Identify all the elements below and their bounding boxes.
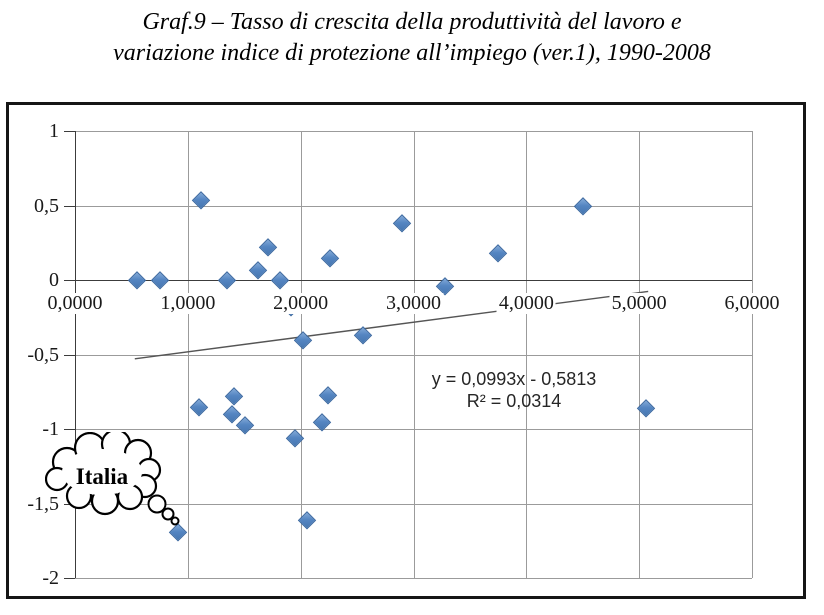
y-axis-tick bbox=[64, 205, 75, 207]
y-axis-line bbox=[75, 131, 76, 578]
chart-frame bbox=[6, 102, 806, 599]
y-axis-tick bbox=[64, 131, 75, 132]
vertical-gridline bbox=[752, 131, 753, 578]
horizontal-gridline bbox=[75, 131, 752, 132]
y-tick-label: -1,5 bbox=[27, 492, 59, 515]
x-tick-label: 4,0000 bbox=[496, 292, 556, 314]
x-tick-label: 0,0000 bbox=[45, 292, 105, 314]
x-axis-line bbox=[75, 280, 752, 281]
horizontal-gridline bbox=[75, 578, 752, 579]
horizontal-gridline bbox=[75, 429, 752, 430]
y-tick-label: -0,5 bbox=[27, 343, 59, 366]
r-squared-line: R² = 0,0314 bbox=[466, 391, 562, 411]
horizontal-gridline bbox=[75, 503, 752, 505]
thought-bubble-icon bbox=[45, 432, 180, 526]
y-tick-label: -2 bbox=[42, 567, 59, 589]
x-tick-label: 3,0000 bbox=[384, 292, 443, 314]
y-axis-tick bbox=[64, 354, 75, 356]
chart-title-line-2: variazione indice di protezione all’impi… bbox=[113, 40, 711, 66]
x-tick-label: 2,0000 bbox=[271, 292, 331, 314]
y-tick-label: 0,5 bbox=[34, 194, 59, 217]
x-tick-label: 1,0000 bbox=[158, 292, 218, 314]
y-axis-tick bbox=[64, 429, 75, 430]
trendline-equation: y = 0,0993x - 0,5813 R² = 0,0314 bbox=[408, 368, 620, 412]
x-tick-label: 5,0000 bbox=[609, 292, 669, 314]
plot-area: 0,0000 1,0000 2,0000 3,0000 4,0000 5,0000 6,00… bbox=[27, 120, 782, 589]
y-axis-tick bbox=[64, 578, 75, 579]
equation-line: y = 0,0993x - 0,5813 bbox=[431, 369, 597, 389]
x-tick-label: 6,0000 bbox=[722, 292, 782, 314]
y-tick-label: 0 bbox=[49, 269, 59, 291]
y-axis-tick bbox=[64, 280, 75, 281]
y-tick-label: 1 bbox=[49, 120, 59, 142]
horizontal-gridline bbox=[75, 205, 752, 207]
chart-title-line-1: Graf.9 – Tasso di crescita della produtt… bbox=[142, 9, 682, 35]
y-tick-label: -1 bbox=[42, 418, 59, 440]
chart-title: Graf.9 – Tasso di crescita della produtt… bbox=[0, 7, 824, 69]
trendline bbox=[134, 290, 649, 360]
italia-annotation-label: Italia bbox=[75, 464, 129, 489]
horizontal-gridline bbox=[75, 354, 752, 356]
